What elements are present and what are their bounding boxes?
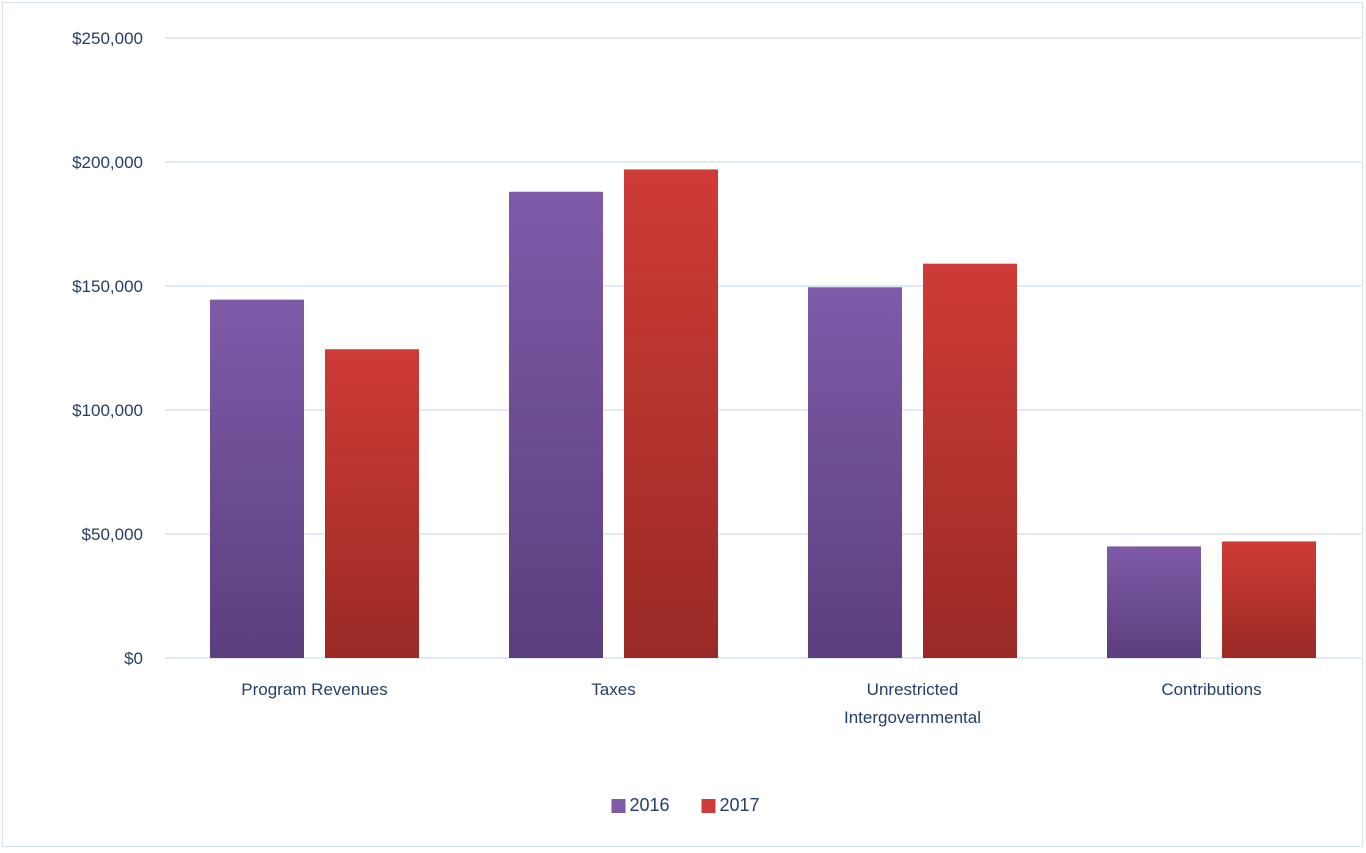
bar-chart: $0 $50,000 $100,000 $150,000 $200,000 $250,00… bbox=[72, 29, 1361, 815]
legend-label-2017: 2017 bbox=[720, 795, 760, 815]
y-tick-label: $150,000 bbox=[72, 277, 143, 296]
bar-2017-unrestricted-intergovernmental bbox=[923, 263, 1017, 658]
y-tick-label: $200,000 bbox=[72, 153, 143, 172]
bar-2017-program-revenues bbox=[325, 349, 419, 658]
bar-2017-taxes bbox=[624, 169, 718, 658]
y-tick-label: $100,000 bbox=[72, 401, 143, 420]
legend: 2016 2017 bbox=[611, 795, 760, 815]
y-tick-label: $50,000 bbox=[82, 525, 143, 544]
y-tick-label: $0 bbox=[124, 649, 143, 668]
y-tick-label: $250,000 bbox=[72, 29, 143, 48]
x-axis-labels: Program Revenues Taxes Unrestricted Intergo… bbox=[241, 680, 1261, 727]
x-category-label: Unrestricted Intergovernmental bbox=[844, 680, 981, 727]
bar-2016-unrestricted-intergovernmental bbox=[808, 287, 902, 658]
x-category-label: Taxes bbox=[591, 680, 635, 699]
bar-2016-program-revenues bbox=[210, 299, 304, 658]
x-category-label: Program Revenues bbox=[241, 680, 387, 699]
y-axis-ticks: $0 $50,000 $100,000 $150,000 $200,000 $250,00… bbox=[72, 29, 143, 668]
bar-2016-taxes bbox=[509, 191, 603, 658]
legend-swatch-2017 bbox=[701, 799, 716, 813]
bar-2017-contributions bbox=[1222, 541, 1316, 658]
legend-label-2016: 2016 bbox=[630, 795, 670, 815]
legend-swatch-2016 bbox=[611, 799, 626, 813]
bars bbox=[210, 169, 1316, 658]
x-category-label: Contributions bbox=[1161, 680, 1261, 699]
bar-2016-contributions bbox=[1107, 546, 1201, 658]
